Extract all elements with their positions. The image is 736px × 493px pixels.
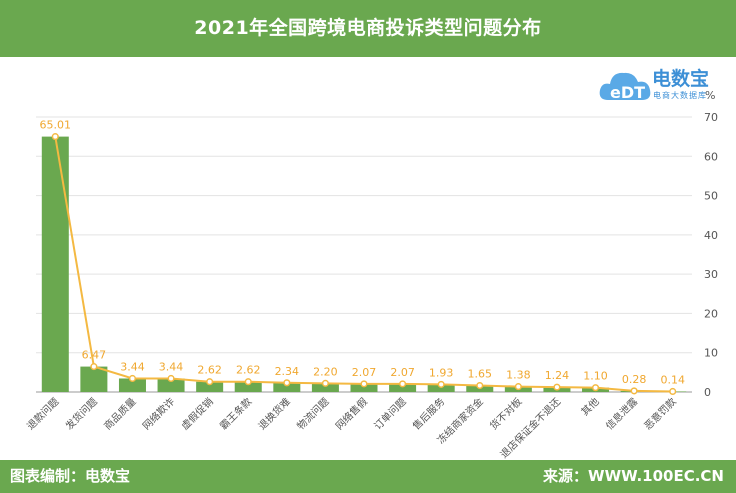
x-tick-label: 订单问题 [371, 395, 408, 432]
line-point [514, 383, 522, 391]
x-tick-label: 退换货难 [255, 395, 292, 432]
footer-bar: 图表编制：电数宝 来源：WWW.100EC.CN [0, 460, 736, 493]
line-point [283, 379, 291, 387]
data-label: 1.24 [545, 369, 570, 382]
line-point [167, 374, 175, 383]
line-point [476, 381, 484, 390]
footer-credit: 图表编制：电数宝 [10, 467, 131, 485]
grid-lines [36, 116, 692, 393]
svg-text:eDT: eDT [610, 83, 645, 102]
line-point [51, 133, 59, 141]
line-point [553, 383, 561, 391]
line-point [437, 380, 445, 388]
bar [234, 381, 262, 392]
line-point [206, 378, 214, 386]
y-tick-label: 30 [704, 268, 718, 281]
data-label: 2.07 [390, 366, 415, 379]
x-tick-label: 网络欺诈 [140, 395, 177, 432]
bars [41, 136, 687, 392]
line-point [669, 387, 677, 396]
x-tick-label: 信息泄露 [603, 395, 640, 432]
data-label: 65.01 [40, 119, 72, 132]
x-tick-label: 其他 [578, 395, 601, 418]
data-label: 3.44 [120, 360, 145, 373]
line-point [591, 384, 600, 392]
data-labels: 65.01 6.47 3.44 3.44 2.62 2.62 2.34 2.20 2.07 2.0… [40, 119, 685, 387]
data-label: 6.47 [82, 349, 107, 362]
line-point [128, 374, 137, 383]
x-tick-label: 霸王条款 [217, 395, 254, 432]
bar [427, 384, 455, 392]
line-point [630, 387, 638, 395]
y-tick-labels: 0 10 20 30 40 50 60 70 [704, 111, 718, 399]
data-label: 1.38 [506, 369, 531, 382]
data-label: 3.44 [159, 360, 184, 373]
bar [118, 378, 146, 392]
y-tick-label: 0 [704, 386, 711, 399]
line-point [360, 380, 368, 388]
trend-line [54, 136, 673, 393]
y-tick-label: 10 [704, 347, 718, 360]
y-unit-label: % [705, 89, 715, 102]
chart-title: 2021年全国跨境电商投诉类型问题分布 [194, 17, 542, 39]
y-tick-label: 20 [704, 307, 718, 320]
footer-source: 来源：WWW.100EC.CN [543, 467, 724, 485]
bar [273, 382, 301, 392]
x-tick-label: 货不对板 [487, 395, 524, 432]
x-tick-labels: 退款问题 发货问题 商品质量 网络欺诈 虚假促销 霸王条款 退换货难 物流问题 网络售假 订单问题… [24, 395, 679, 460]
line-point [244, 378, 252, 386]
y-tick-label: 60 [704, 150, 718, 163]
y-tick-label: 50 [704, 190, 718, 203]
bar [157, 378, 185, 392]
x-tick-label: 网络售假 [333, 395, 370, 432]
x-tick-label: 虚假促销 [178, 395, 215, 432]
line-points [51, 133, 677, 396]
data-label: 2.20 [313, 365, 338, 378]
x-tick-label: 售后服务 [410, 395, 447, 432]
line-point [321, 379, 329, 387]
header-bar [0, 0, 736, 57]
data-label: 2.34 [275, 365, 300, 378]
x-tick-label: 物流问题 [294, 395, 331, 432]
trend-line-path [54, 136, 673, 393]
x-tick-label: 商品质量 [101, 395, 138, 432]
x-tick-label: 退款问题 [24, 395, 61, 432]
bar [350, 383, 378, 392]
bar [311, 383, 339, 392]
bar [41, 136, 69, 392]
logo: eDT 电数宝 电商大数据库 [598, 62, 728, 108]
cloud-logo-icon: eDT [599, 72, 651, 102]
data-label: 2.62 [197, 364, 222, 377]
bar [80, 366, 108, 392]
data-label: 0.14 [660, 373, 685, 386]
line-point [399, 380, 407, 388]
x-tick-label: 恶意罚款 [641, 395, 678, 432]
data-label: 1.93 [429, 366, 454, 379]
line-point [90, 363, 98, 371]
data-label: 1.65 [468, 368, 493, 381]
bar [196, 381, 224, 392]
data-label: 0.28 [622, 373, 647, 386]
y-tick-label: 70 [704, 111, 718, 124]
x-tick-label: 发货问题 [63, 395, 100, 432]
data-label: 2.62 [236, 364, 261, 377]
data-label: 1.10 [583, 370, 608, 383]
bar-line-chart: 65.01 6.47 3.44 3.44 2.62 2.62 2.34 2.20 2.07 2.0… [24, 89, 718, 460]
logo-subtext: 电商大数据库 [653, 91, 707, 100]
data-label: 2.07 [352, 366, 377, 379]
y-tick-label: 40 [704, 229, 718, 242]
bar [389, 383, 417, 392]
logo-text: 电数宝 [652, 68, 710, 90]
